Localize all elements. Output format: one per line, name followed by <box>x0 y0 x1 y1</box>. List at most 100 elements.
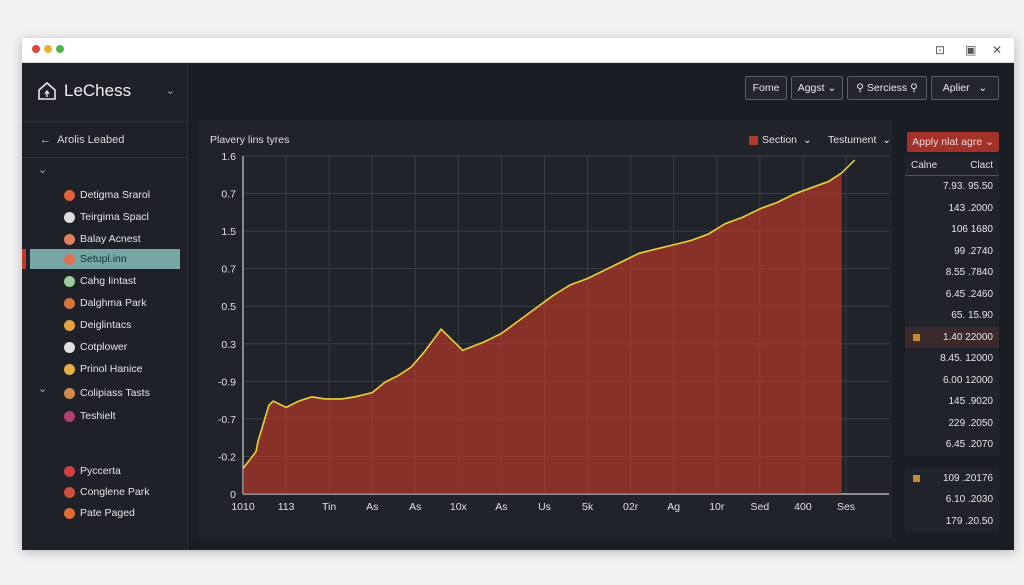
sidebar-item-label: Cotplower <box>80 341 128 353</box>
section-dropdown[interactable]: Section ⌄ <box>749 134 812 146</box>
table-row[interactable]: 8.55 .7840 <box>905 262 999 284</box>
sidebar-item[interactable]: Detigma Srarol <box>30 185 180 205</box>
x-tick-label: 5k <box>582 501 594 513</box>
row-value: 6.10 .2030 <box>945 494 993 506</box>
x-tick-label: Ses <box>837 501 855 513</box>
sidebar-item[interactable]: Deiglintacs <box>30 315 180 335</box>
sidebar-item[interactable]: Setupl.inn <box>30 249 180 269</box>
item-icon <box>64 465 75 477</box>
row-value: 106 1680 <box>951 224 993 236</box>
sidebar-item[interactable]: Balay Acnest <box>30 229 180 249</box>
sidebar-item-label: Pyccerta <box>80 465 121 477</box>
table-row[interactable]: 99 .2740 <box>905 241 999 263</box>
x-tick-label: As <box>495 501 507 513</box>
brand[interactable]: LeChess <box>36 77 131 105</box>
aplier-label: Aplier <box>942 82 970 94</box>
table-row[interactable]: 179 .20.50 <box>905 511 999 533</box>
minimize-window-dot[interactable] <box>44 45 52 53</box>
item-icon <box>64 297 75 309</box>
divider <box>22 157 187 158</box>
table-row[interactable]: 106 1680 <box>905 219 999 241</box>
sidebar-item[interactable]: Teshielt <box>30 406 180 426</box>
back-link[interactable]: ← Arolis Leabed <box>40 134 124 146</box>
item-icon <box>64 486 75 498</box>
table-row[interactable]: 6.45 .2460 <box>905 284 999 306</box>
close-icon[interactable]: ✕ <box>992 43 1003 57</box>
sidebar-item[interactable]: Pate Paged <box>30 503 180 523</box>
table-block: Calne Clact 7.93. 95.50 143 .2000 106 1680… <box>905 155 999 456</box>
aggst-dropdown[interactable]: Aggst ⌄ <box>791 76 843 100</box>
search-glass-icon: ⚲ <box>910 82 918 94</box>
y-tick-label: 1.5 <box>221 226 236 238</box>
table-row[interactable]: 229 .2050 <box>905 413 999 435</box>
row-value: 143 .2000 <box>948 202 994 214</box>
row-marker-icon <box>913 333 920 341</box>
sidebar-item-label: Prinol Hanice <box>80 363 143 375</box>
table-row[interactable]: 1.40 22000 <box>905 326 999 348</box>
sidebar: LeChess ⌄ ← Arolis Leabed ⌄ ⌄ Detigma Sr… <box>22 63 188 550</box>
row-value: 229 .2050 <box>948 417 994 429</box>
y-tick-label: -0.2 <box>218 451 236 463</box>
column-header[interactable]: Clact <box>970 159 993 171</box>
filter-dropdown[interactable]: Testument ⌄ <box>828 134 891 146</box>
chevron-down-icon[interactable]: ⌄ <box>165 85 175 97</box>
arrow-left-icon: ← <box>40 134 51 146</box>
home-button[interactable]: Fome <box>745 76 787 100</box>
apply-button[interactable]: Apply nlat agre ⌄ <box>907 132 999 152</box>
sidebar-item[interactable]: Cahg Iintast <box>30 271 180 291</box>
search-icon: ⚲ <box>856 82 864 94</box>
sidebar-item-label: Detigma Srarol <box>80 189 151 201</box>
table-row[interactable]: 65. 15.90 <box>905 305 999 327</box>
sidebar-item[interactable]: Colipiass Tasts <box>30 383 180 403</box>
table-row[interactable]: 145 .9020 <box>905 391 999 413</box>
table-row[interactable]: 6.45 .2070 <box>905 434 999 456</box>
maximize-icon[interactable]: ▣ <box>965 43 977 57</box>
chevron-down-icon: ⌄ <box>978 82 988 94</box>
apply-label: Apply nlat agre <box>912 136 983 148</box>
titlebar: ⊡ ▣ ✕ <box>22 38 1014 63</box>
table-row[interactable]: 109 .20176 <box>905 468 999 490</box>
item-icon <box>64 507 75 519</box>
sidebar-item[interactable]: Prinol Hanice <box>30 359 180 379</box>
group-chevron-icon[interactable]: ⌄ <box>38 164 48 176</box>
x-tick-label: As <box>366 501 378 513</box>
column-header[interactable]: Calne <box>911 159 938 171</box>
search-label: Serciess <box>866 82 908 94</box>
sidebar-item[interactable]: Teirgima Spacl <box>30 207 180 227</box>
sidebar-item-label: Teirgima Spacl <box>80 211 149 223</box>
app-name: LeChess <box>64 81 132 100</box>
table-row[interactable]: 7.93. 95.50 <box>905 176 999 198</box>
table-row[interactable]: 6.00 12000 <box>905 370 999 392</box>
x-tick-label: Ag <box>667 501 680 513</box>
zoom-window-dot[interactable] <box>56 45 64 53</box>
row-value: 8.55 .7840 <box>945 267 993 279</box>
sidebar-item[interactable]: Conglene Park <box>30 482 180 502</box>
row-value: 145 .9020 <box>948 396 994 408</box>
x-tick-label: 10r <box>709 501 725 513</box>
table-row[interactable]: 143 .2000 <box>905 198 999 220</box>
sidebar-item[interactable]: Pyccerta <box>30 461 180 481</box>
close-window-dot[interactable] <box>32 45 40 53</box>
row-value: 8.45. 12000 <box>940 353 993 365</box>
table-row[interactable]: 6.10 .2030 <box>905 489 999 511</box>
x-tick-label: 10x <box>450 501 468 513</box>
sidebar-item-label: Balay Acnest <box>80 233 141 245</box>
y-tick-label: -0.7 <box>218 414 236 426</box>
table-row[interactable]: 8.45. 12000 <box>905 348 999 370</box>
search-button[interactable]: ⚲ Serciess ⚲ <box>847 76 927 100</box>
sidebar-item[interactable]: Dalghma Park <box>30 293 180 313</box>
item-icon <box>64 410 75 422</box>
restore-icon[interactable]: ⊡ <box>935 43 946 57</box>
row-value: 179 .20.50 <box>945 515 993 527</box>
chevron-down-icon: ⌄ <box>882 134 892 146</box>
sidebar-item-label: Deiglintacs <box>80 319 132 331</box>
sidebar-item[interactable]: Cotplower <box>30 337 180 357</box>
sidebar-item-label: Pate Paged <box>80 507 135 519</box>
series-line <box>242 159 856 470</box>
aplier-dropdown[interactable]: Aplier ⌄ <box>931 76 999 100</box>
sidebar-item-label: Colipiass Tasts <box>80 387 150 399</box>
group-chevron-icon[interactable]: ⌄ <box>38 383 48 395</box>
row-value: 1.40 22000 <box>942 331 993 343</box>
chart-title: Plavery lins tyres <box>210 134 290 146</box>
item-icon <box>64 253 75 265</box>
